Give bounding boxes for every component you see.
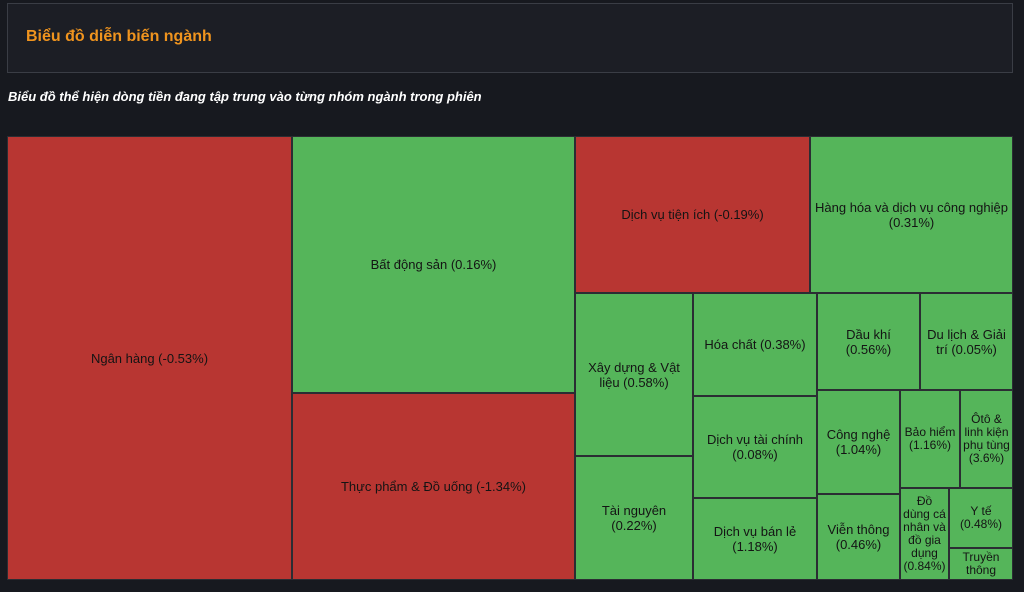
- treemap-tile-label: Dịch vụ tiện ích (-0.19%): [621, 207, 764, 222]
- treemap-tile-label: Dầu khí (0.56%): [845, 326, 892, 357]
- treemap-tile-ngan-hang[interactable]: Ngân hàng (-0.53%): [7, 136, 292, 580]
- treemap-tile-label: Viễn thông (0.46%): [827, 522, 890, 552]
- treemap-tile-hoa-chat[interactable]: Hóa chất (0.38%): [693, 293, 817, 396]
- treemap-tile-label: Ngân hàng (-0.53%): [90, 350, 209, 366]
- treemap-tile-label: Công nghệ (1.04%): [826, 427, 891, 457]
- sector-treemap: Ngân hàng (-0.53%) Bất động sản (0.16%) Th…: [7, 136, 1013, 580]
- treemap-tile-label: Dịch vụ bán lẻ (1.18%): [713, 524, 797, 554]
- treemap-tile-du-lich-giai-tri[interactable]: Du lịch & Giải trí (0.05%): [920, 293, 1013, 390]
- treemap-tile-label: Đồ dùng cá nhân và đồ gia dụng (0.84%): [903, 494, 946, 573]
- chart-subtitle: Biểu đồ thể hiện dòng tiền đang tập trun…: [8, 89, 482, 104]
- treemap-tile-do-dung-ca-nhan-va-do-gia-dung[interactable]: Đồ dùng cá nhân và đồ gia dụng (0.84%): [900, 488, 949, 580]
- treemap-tile-dich-vu-ban-le[interactable]: Dịch vụ bán lẻ (1.18%): [693, 498, 817, 580]
- treemap-tile-label: Hàng hóa và dịch vụ công nghiệp (0.31%): [815, 199, 1008, 230]
- treemap-tile-dich-vu-tien-ich[interactable]: Dịch vụ tiện ích (-0.19%): [575, 136, 810, 293]
- treemap-tile-bat-dong-san[interactable]: Bất động sản (0.16%): [292, 136, 575, 393]
- treemap-tile-label: Hóa chất (0.38%): [704, 337, 806, 352]
- treemap-tile-label: Xây dựng & Vật liệu (0.58%): [588, 359, 680, 390]
- treemap-tile-label: Bảo hiểm (1.16%): [904, 425, 956, 452]
- treemap-tile-xay-dung-vat-lieu[interactable]: Xây dựng & Vật liệu (0.58%): [575, 293, 693, 456]
- treemap-tile-y-te[interactable]: Y tế (0.48%): [949, 488, 1013, 548]
- treemap-tile-tai-nguyen[interactable]: Tài nguyên (0.22%): [575, 456, 693, 580]
- treemap-tile-thuc-pham-do-uong[interactable]: Thực phẩm & Đồ uống (-1.34%): [292, 393, 575, 580]
- treemap-tile-label: Du lịch & Giải trí (0.05%): [927, 326, 1006, 357]
- treemap-tile-dau-khi[interactable]: Dầu khí (0.56%): [817, 293, 920, 390]
- treemap-tile-oto-linh-kien-phu-tung[interactable]: Ôtô & linh kiện phụ tùng (3.6%): [960, 390, 1013, 488]
- header-panel: Biểu đồ diễn biến ngành: [7, 3, 1013, 73]
- treemap-tile-label: Dịch vụ tài chính (0.08%): [706, 432, 804, 462]
- treemap-tile-cong-nghe[interactable]: Công nghệ (1.04%): [817, 390, 900, 494]
- treemap-tile-label: Thực phẩm & Đồ uống (-1.34%): [340, 479, 526, 494]
- treemap-tile-hang-hoa-va-dich-vu-cong-nghiep[interactable]: Hàng hóa và dịch vụ công nghiệp (0.31%): [810, 136, 1013, 293]
- treemap-tile-bao-hiem[interactable]: Bảo hiểm (1.16%): [900, 390, 960, 488]
- treemap-tile-label: Tài nguyên (0.22%): [601, 503, 667, 533]
- treemap-tile-vien-thong[interactable]: Viễn thông (0.46%): [817, 494, 900, 580]
- treemap-tile-dich-vu-tai-chinh[interactable]: Dịch vụ tài chính (0.08%): [693, 396, 817, 498]
- treemap-tile-truyen-thong[interactable]: Truyền thông: [949, 548, 1013, 580]
- page-title: Biểu đồ diễn biến ngành: [26, 28, 212, 45]
- treemap-tile-label: Ôtô & linh kiện phụ tùng (3.6%): [963, 412, 1010, 465]
- treemap-tile-label: Y tế (0.48%): [959, 504, 1003, 531]
- treemap-tile-label: Truyền thông: [962, 550, 1000, 577]
- treemap-tile-label: Bất động sản (0.16%): [370, 257, 497, 272]
